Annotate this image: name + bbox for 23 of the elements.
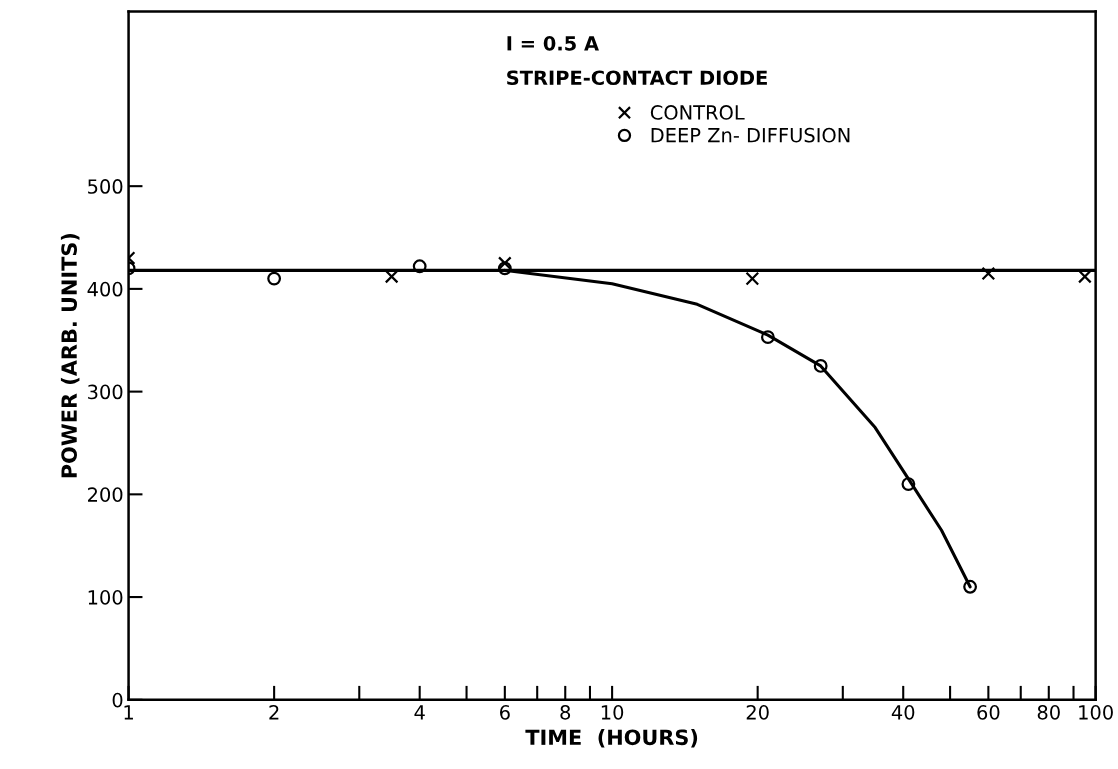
- annotation: STRIPE-CONTACT DIODE: [507, 70, 767, 86]
- x-tick-label: 6: [500, 704, 510, 720]
- y-tick-label: 300: [88, 384, 123, 400]
- x-tick-label: 20: [746, 704, 769, 720]
- y-tick-label: 500: [88, 179, 123, 194]
- x-tick-label: 10: [601, 704, 624, 720]
- x-axis-title: TIME (HOURS): [525, 729, 698, 748]
- y-tick-label: 200: [88, 487, 123, 502]
- y-axis-title: POWER (ARB. UNITS): [60, 233, 80, 478]
- y-tick-label: 400: [87, 281, 123, 297]
- legend-label: DEEP Zn- DIFFUSION: [651, 127, 850, 143]
- x-tick-label: 8: [560, 704, 571, 720]
- x-tick-label: 4: [414, 705, 425, 720]
- x-tick-label: 40: [891, 704, 915, 720]
- x-tick-label: 2: [269, 704, 279, 720]
- x-tick-label: 1: [124, 705, 133, 720]
- x-tick-label: 60: [977, 704, 1000, 720]
- y-tick-label: 100: [88, 590, 123, 605]
- x-tick-label: 80: [1037, 704, 1060, 720]
- annotation: I = 0.5 A: [507, 35, 599, 51]
- legend-label: CONTROL: [650, 105, 745, 120]
- y-tick-label: 0: [112, 692, 123, 708]
- x-tick-label: 100: [1079, 704, 1113, 720]
